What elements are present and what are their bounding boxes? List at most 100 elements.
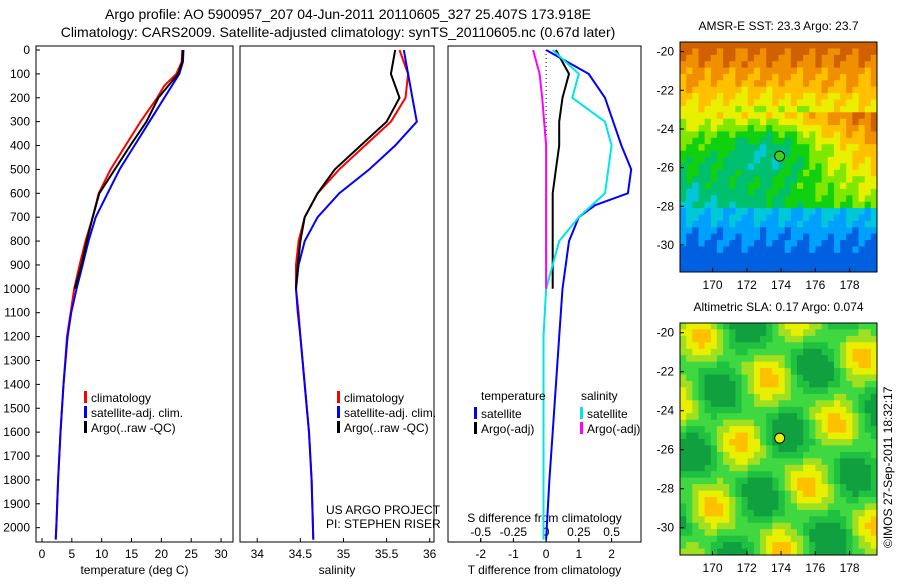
map-cell	[840, 361, 847, 369]
map-cell	[716, 529, 724, 537]
map-cell	[747, 477, 755, 485]
map-cell	[772, 355, 779, 363]
x-tick-label: 0	[543, 547, 550, 561]
map-cell	[686, 188, 693, 196]
map-cell	[753, 240, 761, 247]
map-cell	[864, 445, 872, 453]
map-cell	[790, 144, 798, 152]
map-cell	[680, 374, 687, 382]
map-cell	[710, 451, 718, 459]
map-cell	[729, 542, 736, 549]
map-cell	[821, 484, 829, 491]
map-cell	[858, 169, 866, 177]
map-cell	[704, 54, 712, 62]
map-cell	[833, 246, 841, 254]
map-cell	[729, 61, 736, 69]
map-cell	[821, 233, 829, 241]
map-cell	[692, 361, 699, 369]
map-cell	[846, 252, 853, 260]
map-cell	[686, 451, 693, 459]
map-cell	[723, 220, 730, 228]
map-cell	[753, 157, 761, 164]
map-frame	[679, 322, 878, 556]
map-cell	[858, 548, 866, 556]
map-cell	[803, 477, 810, 485]
map-cell	[784, 451, 792, 459]
map-cell	[803, 387, 810, 395]
map-cell	[766, 201, 773, 209]
map-cell	[686, 73, 693, 81]
map-cell	[753, 355, 761, 363]
map-cell	[753, 227, 761, 235]
map-cell	[710, 361, 718, 369]
map-cell	[716, 503, 724, 511]
map-cell	[686, 265, 693, 273]
map-cell	[790, 42, 798, 49]
x-tick-label: 174	[771, 561, 791, 575]
map-cell	[852, 131, 860, 139]
map-cell	[797, 80, 804, 88]
map-cell	[846, 439, 853, 446]
map-cell	[784, 93, 792, 100]
map-cell	[870, 220, 878, 228]
map-cell	[852, 419, 860, 427]
map-cell	[827, 381, 835, 388]
map-cell	[790, 61, 798, 69]
map-cell	[753, 400, 761, 408]
map-cell	[846, 67, 853, 75]
map-cell	[760, 542, 767, 549]
map-cell	[821, 214, 829, 222]
map-cell	[821, 419, 829, 427]
map-cell	[778, 503, 786, 511]
legend-label: satellite	[587, 407, 628, 421]
map-cell	[870, 227, 878, 235]
map-cell	[815, 93, 823, 100]
map-cell	[698, 259, 706, 267]
map-cell	[790, 361, 798, 369]
map-cell	[747, 464, 755, 472]
map-cell	[821, 80, 829, 88]
map-cell	[698, 542, 706, 549]
map-cell	[803, 419, 810, 427]
map-cell	[864, 157, 872, 164]
map-cell	[833, 542, 841, 549]
map-cell	[680, 246, 687, 254]
map-cell	[760, 54, 767, 62]
map-cell	[747, 413, 755, 421]
legend-swatch	[474, 407, 477, 419]
map-cell	[729, 157, 736, 164]
map-cell	[723, 432, 730, 440]
map-cell	[833, 118, 841, 126]
map-cell	[723, 503, 730, 511]
map-cell	[864, 535, 872, 543]
map-cell	[760, 176, 767, 184]
map-cell	[741, 426, 749, 433]
map-cell	[778, 497, 786, 504]
map-cell	[803, 451, 810, 459]
map-cell	[772, 169, 779, 177]
map-cell	[864, 464, 872, 472]
map-cell	[833, 99, 841, 107]
map-cell	[686, 361, 693, 369]
series-line-climatology	[295, 49, 410, 540]
map-cell	[852, 80, 860, 88]
map-cell	[747, 125, 755, 132]
map-cell	[747, 393, 755, 401]
map-cell	[772, 393, 779, 401]
map-cell	[858, 529, 866, 537]
map-cell	[864, 42, 872, 49]
map-cell	[735, 413, 743, 421]
map-cell	[692, 329, 699, 337]
map-cell	[797, 105, 804, 113]
map-cell	[686, 54, 693, 62]
map-cell	[766, 131, 773, 139]
map-cell	[815, 201, 823, 209]
map-cell	[790, 497, 798, 504]
map-cell	[790, 484, 798, 491]
map-cell	[864, 201, 872, 209]
map-cell	[753, 490, 761, 498]
map-cell	[852, 329, 860, 337]
map-cell	[760, 458, 767, 466]
map-cell	[704, 381, 712, 388]
map-cell	[766, 387, 773, 395]
